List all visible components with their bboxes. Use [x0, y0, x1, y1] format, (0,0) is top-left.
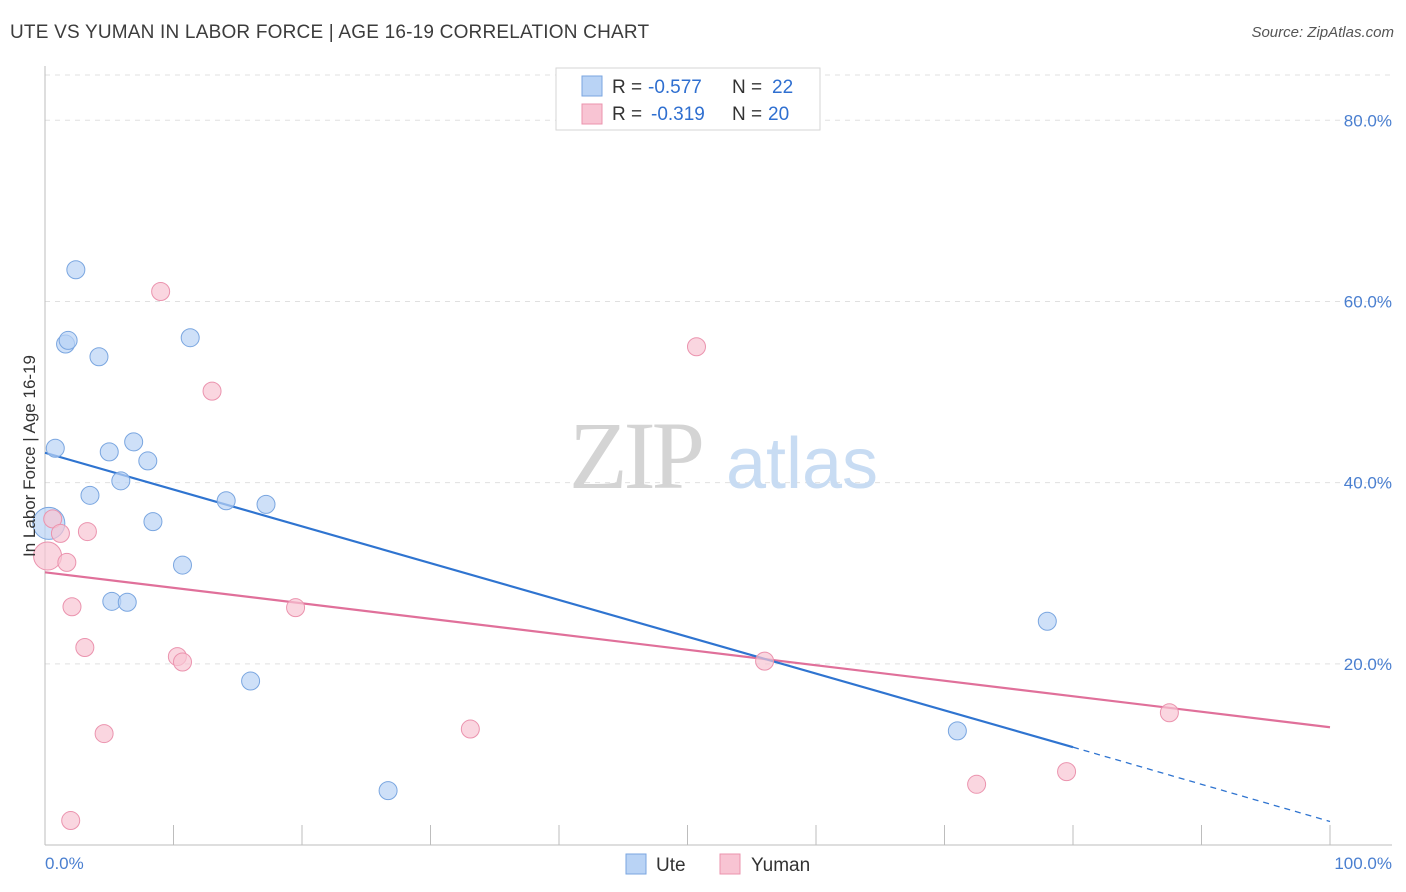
yuman-point — [61, 811, 81, 831]
grid-lines — [45, 74, 1392, 665]
yuman-point — [57, 552, 77, 572]
ute-point — [378, 781, 398, 801]
axes — [44, 66, 1392, 846]
y-tick-label: 60.0% — [1344, 292, 1392, 311]
watermark-zip: ZIP — [569, 402, 702, 509]
data-points — [32, 260, 1179, 831]
trend-lines — [44, 451, 1331, 823]
yuman-point — [755, 651, 775, 671]
yuman-point — [1057, 762, 1077, 782]
watermark-atlas: atlas — [726, 424, 878, 504]
bottom-legend-ute-swatch — [625, 853, 647, 875]
yuman-point — [50, 523, 70, 543]
ute-point — [947, 721, 967, 741]
ute-point — [138, 451, 158, 471]
legend-yuman-n-label: N = — [732, 104, 762, 125]
ute-trend-line — [44, 451, 1074, 749]
legend-yuman-swatch — [581, 103, 603, 125]
yuman-point — [62, 597, 82, 617]
yuman-point — [94, 724, 114, 744]
source-label: Source: ZipAtlas.com — [1251, 24, 1394, 41]
yuman-point — [460, 719, 480, 739]
bottom-legend-yuman-label: Yuman — [751, 855, 810, 876]
x-tick-label: 0.0% — [45, 854, 84, 873]
ute-trend-extension — [1072, 746, 1331, 823]
ute-point — [124, 432, 144, 452]
x-tick-labels: 0.0% 100.0% — [45, 854, 1392, 873]
ute-point — [216, 491, 236, 511]
ute-point — [172, 555, 192, 575]
legend-ute-r-value: -0.577 — [648, 77, 702, 98]
x-tick-label: 100.0% — [1334, 854, 1392, 873]
y-axis-label: In Labor Force | Age 16-19 — [20, 355, 39, 557]
yuman-point — [75, 638, 95, 658]
yuman-point — [286, 598, 306, 618]
y-tick-labels: 20.0% 40.0% 60.0% 80.0% — [1344, 111, 1392, 674]
yuman-point — [151, 282, 171, 302]
ute-point — [111, 471, 131, 491]
bottom-legend-yuman-swatch — [719, 853, 741, 875]
yuman-point — [1159, 703, 1179, 723]
ute-point — [180, 328, 200, 348]
y-tick-label: 20.0% — [1344, 655, 1392, 674]
yuman-point — [77, 522, 97, 542]
ute-point — [256, 494, 276, 514]
legend-yuman-r-value: -0.319 — [651, 104, 705, 125]
ute-point — [58, 330, 78, 350]
legend-ute-r-label: R = — [612, 77, 642, 98]
legend-ute-swatch — [581, 75, 603, 97]
y-tick-label: 80.0% — [1344, 111, 1392, 130]
yuman-point — [967, 774, 987, 794]
ute-point — [241, 671, 261, 691]
legend-ute-n-value: 22 — [772, 77, 793, 98]
bottom-legend: Ute Yuman — [625, 853, 810, 876]
legend-yuman-n-value: 20 — [768, 104, 789, 125]
legend-ute-n-label: N = — [732, 77, 762, 98]
ute-point — [80, 485, 100, 505]
ute-point — [143, 512, 163, 532]
ute-point — [99, 442, 119, 462]
ute-point — [1037, 611, 1057, 631]
ute-point — [117, 592, 137, 612]
ute-point — [89, 347, 109, 367]
ute-point — [66, 260, 86, 280]
chart-title: UTE VS YUMAN IN LABOR FORCE | AGE 16-19 … — [10, 22, 650, 43]
yuman-trend-line — [44, 571, 1331, 729]
yuman-point — [172, 652, 192, 672]
legend-yuman-r-label: R = — [612, 104, 642, 125]
yuman-point — [202, 381, 222, 401]
watermark: ZIP atlas — [569, 402, 878, 509]
yuman-point — [686, 337, 706, 357]
y-tick-label: 40.0% — [1344, 474, 1392, 493]
ute-point — [45, 438, 65, 458]
bottom-legend-ute-label: Ute — [656, 855, 686, 876]
legend: R = -0.577 N = 22 R = -0.319 N = 20 — [555, 67, 821, 131]
